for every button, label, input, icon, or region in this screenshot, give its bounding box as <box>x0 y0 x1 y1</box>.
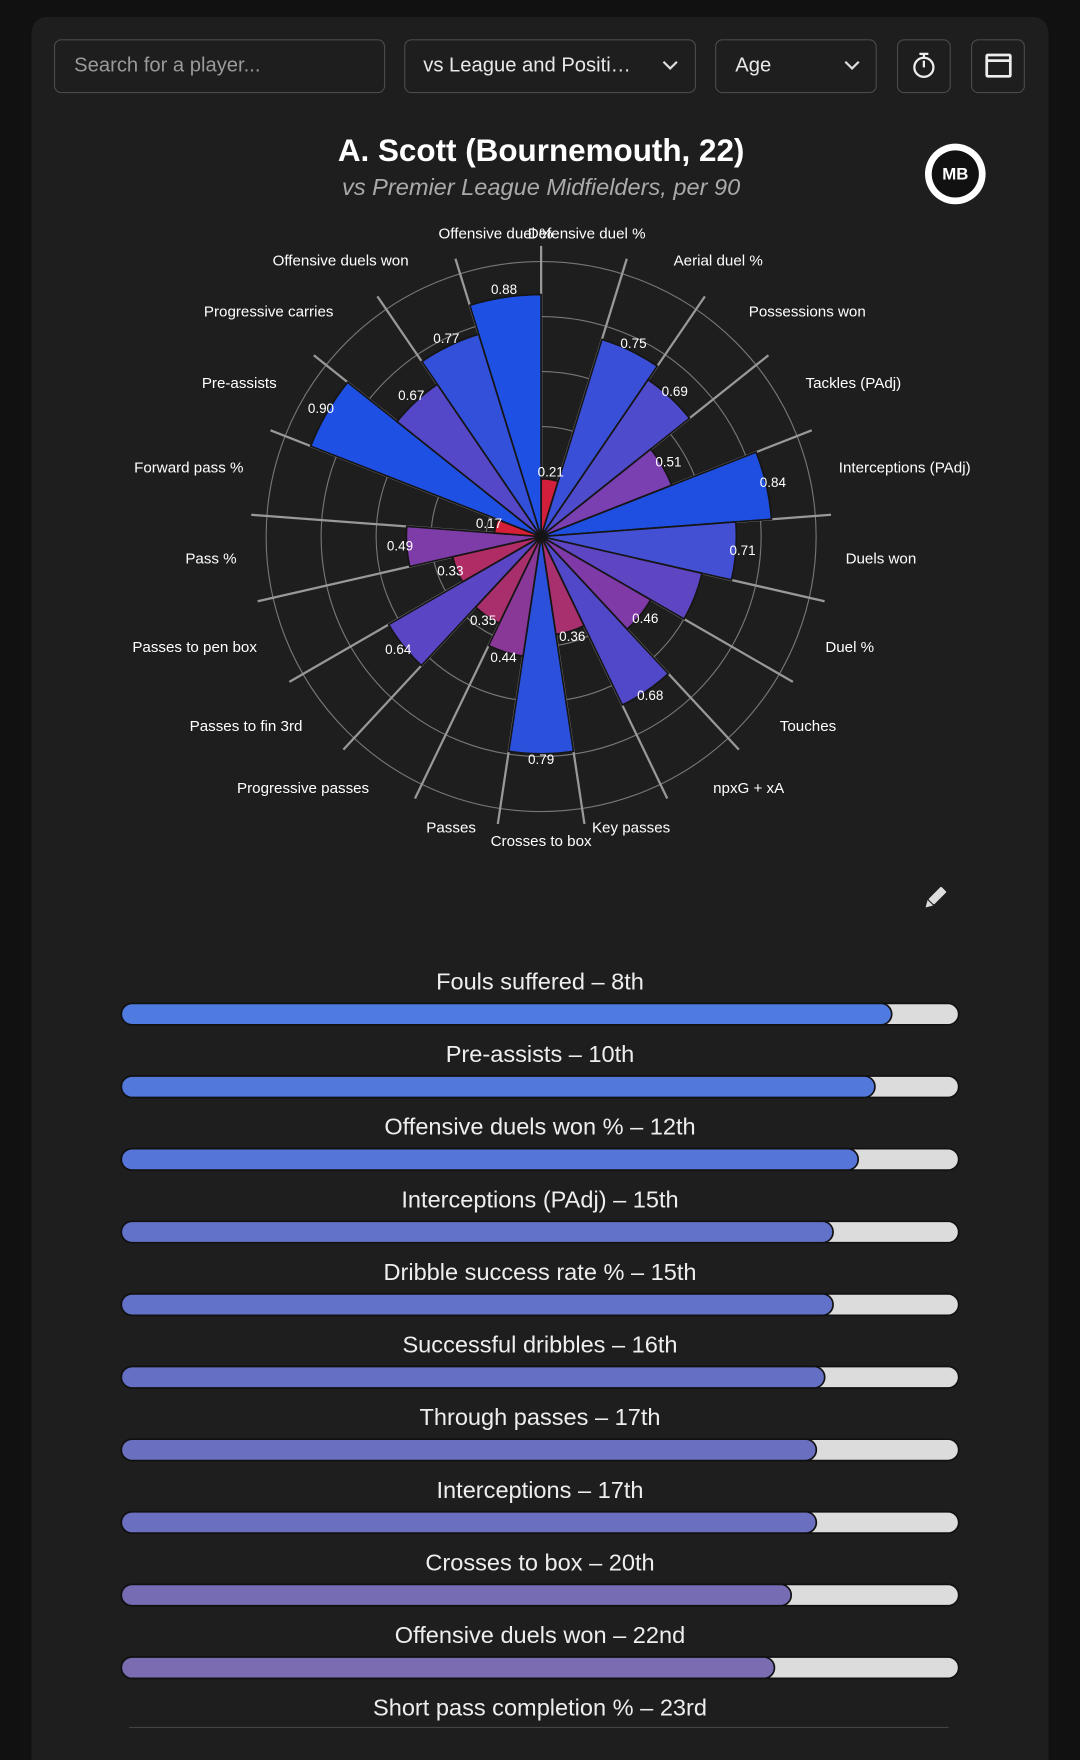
category-label: npxG + xA <box>713 780 785 797</box>
value-label: 0.49 <box>387 539 413 554</box>
category-label: Key passes <box>592 819 671 836</box>
percentile-label: Successful dribbles – 16th <box>402 1332 677 1358</box>
calendar-icon <box>985 53 1012 78</box>
bar-fill <box>120 1075 876 1099</box>
value-label: 0.51 <box>655 455 681 470</box>
bar-fill <box>120 1365 826 1389</box>
wedge <box>540 338 659 538</box>
bar-fill <box>120 1656 776 1680</box>
category-label: Possessions won <box>749 304 866 321</box>
category-label: Crosses to box <box>491 833 592 850</box>
percentile-label: Offensive duels won – 22nd <box>395 1622 685 1648</box>
value-label: 0.33 <box>437 564 463 579</box>
category-label: Touches <box>780 718 837 735</box>
percentile-label: Short pass completion % – 23rd <box>373 1695 707 1721</box>
value-label: 0.71 <box>729 543 755 558</box>
logo-text: MB <box>942 165 968 184</box>
search-box[interactable] <box>53 39 386 94</box>
wedge <box>468 293 542 537</box>
percentile-label: Fouls suffered – 8th <box>436 968 644 994</box>
category-label: Tackles (PAdj) <box>806 375 902 392</box>
percentile-label: Interceptions (PAdj) – 15th <box>401 1186 678 1212</box>
value-label: 0.79 <box>528 752 554 767</box>
wedge <box>405 525 542 568</box>
category-label: Passes to pen box <box>132 639 257 656</box>
value-label: 0.64 <box>385 642 412 657</box>
value-label: 0.46 <box>632 611 658 626</box>
search-placeholder: Search for a player... <box>74 55 260 77</box>
wedge <box>507 536 575 755</box>
chevron <box>662 60 678 71</box>
timer-icon <box>913 52 935 79</box>
value-label: 0.84 <box>760 475 787 490</box>
percentile-label: Through passes – 17th <box>419 1404 660 1430</box>
value-label: 0.67 <box>398 388 424 403</box>
wedge <box>540 521 738 581</box>
percentile-label: Dribble success rate % – 15th <box>383 1259 696 1285</box>
category-label: Pass % <box>185 550 236 567</box>
bar-fill <box>120 1147 860 1171</box>
wedge <box>387 535 542 667</box>
value-label: 0.35 <box>470 613 496 628</box>
category-label: Aerial duel % <box>674 252 763 269</box>
chevron <box>844 60 860 71</box>
value-label: 0.44 <box>490 650 517 665</box>
bar-fill <box>120 1438 818 1462</box>
logo-inner <box>931 150 979 198</box>
edit-icon[interactable] <box>923 886 947 910</box>
value-label: 0.36 <box>559 629 585 644</box>
category-label: Duel % <box>825 639 874 656</box>
card <box>31 16 1049 1760</box>
wedge <box>540 378 691 538</box>
category-label: Interceptions (PAdj) <box>839 460 971 477</box>
bar-fill <box>120 1583 793 1607</box>
value-label: 0.77 <box>433 331 459 346</box>
wedge <box>540 535 703 621</box>
category-label: Progressive passes <box>237 780 370 797</box>
percentile-list: Fouls suffered – 8th Pre-assists – 10th Of… <box>120 968 960 1729</box>
chart-subtitle: vs Premier League Midfielders, per 90 <box>342 174 740 200</box>
percentile-label: Offensive duels won % – 12th <box>384 1114 695 1140</box>
value-label: 0.75 <box>620 336 646 351</box>
bar-fill <box>120 1293 834 1317</box>
value-label: 0.68 <box>637 688 663 703</box>
category-label: Progressive carries <box>204 304 334 321</box>
percentile-label: Interceptions – 17th <box>437 1477 644 1503</box>
bar-fill <box>120 1220 834 1244</box>
category-label: Forward pass % <box>134 460 243 477</box>
category-label: Duels won <box>846 550 917 567</box>
percentile-label: Pre-assists – 10th <box>446 1041 635 1067</box>
wedge <box>309 381 542 538</box>
wedge <box>540 535 670 707</box>
comparison-value: vs League and Positi… <box>423 55 631 77</box>
value-label: 0.90 <box>308 401 334 416</box>
category-label: Defensive duel % <box>528 226 646 243</box>
category-label: Pre-assists <box>202 375 277 392</box>
value-label: 0.69 <box>662 384 688 399</box>
wedge <box>540 451 773 538</box>
chart-title: A. Scott (Bournemouth, 22) <box>338 133 745 168</box>
category-label: Passes to fin 3rd <box>190 718 303 735</box>
comparison-dropdown[interactable] <box>404 39 697 94</box>
value-label: 0.21 <box>538 464 564 479</box>
wedge <box>487 536 542 658</box>
category-label: Passes <box>426 819 476 836</box>
category-label: Offensive duels won <box>273 252 409 269</box>
bar-fill <box>120 1002 893 1026</box>
calendar-button[interactable] <box>971 39 1025 94</box>
sort-dropdown[interactable] <box>715 39 877 94</box>
polar-chart: 0.21 Defensive duel % 0.75 Aerial duel % 0.6… <box>132 226 970 850</box>
value-label: 0.88 <box>491 282 517 297</box>
value-label: 0.17 <box>476 516 502 531</box>
category-label: Offensive duel % <box>439 226 553 243</box>
bar-fill <box>120 1510 818 1534</box>
sort-value: Age <box>735 55 771 77</box>
percentile-label: Crosses to box – 20th <box>425 1549 654 1575</box>
